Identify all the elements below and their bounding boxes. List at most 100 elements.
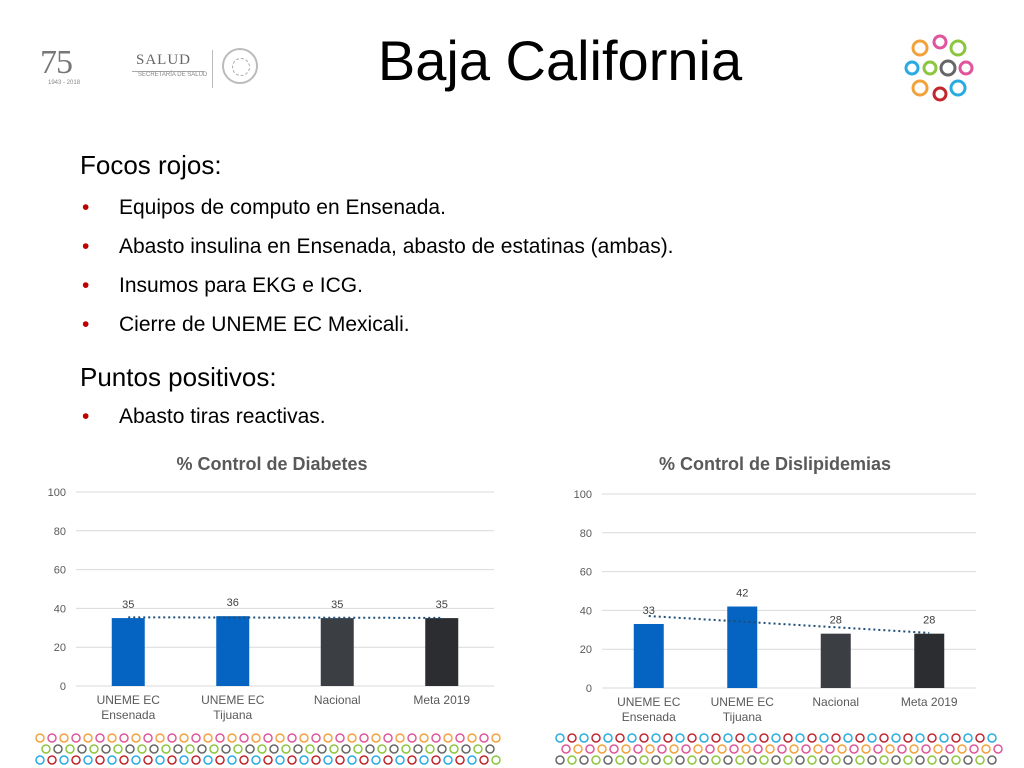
decorative-circle <box>975 755 985 765</box>
decorative-circle <box>891 733 901 743</box>
y-tick-label: 60 <box>580 567 592 579</box>
x-tick-label: UNEME EC <box>201 693 265 707</box>
trendline <box>648 615 930 634</box>
decorative-circle <box>675 755 685 765</box>
decorative-circle <box>35 733 45 743</box>
decorative-circle <box>161 744 171 754</box>
decorative-circle <box>95 733 105 743</box>
decorative-circle <box>591 733 601 743</box>
decorative-circle <box>723 755 733 765</box>
decorative-circle <box>663 733 673 743</box>
decorative-circle <box>167 733 177 743</box>
bullet-item: • Equipos de computo en Ensenada. <box>82 196 446 220</box>
decorative-circle <box>419 755 429 765</box>
decorative-circle <box>71 755 81 765</box>
decorative-circle <box>621 744 631 754</box>
decorative-circle <box>425 744 435 754</box>
decorative-circle <box>257 744 267 754</box>
decorative-circle <box>77 744 87 754</box>
decorative-circle <box>413 744 423 754</box>
decorative-circle <box>615 733 625 743</box>
decorative-circle <box>233 744 243 754</box>
x-tick-label: UNEME EC <box>97 693 161 707</box>
decorative-circle <box>615 755 625 765</box>
bar <box>820 633 851 688</box>
decorative-circle <box>873 744 883 754</box>
decorative-circle <box>561 744 571 754</box>
decorative-circle <box>603 755 613 765</box>
y-tick-label: 20 <box>580 644 592 656</box>
decorative-circle <box>407 755 417 765</box>
logo-years: 1943 - 2018 <box>48 80 81 86</box>
decorative-circle <box>137 744 147 754</box>
decorative-circle <box>371 755 381 765</box>
x-tick-label: Nacional <box>314 693 361 707</box>
decorative-circle <box>975 733 985 743</box>
logo-subtitle: SECRETARÍA DE SALUD <box>138 72 208 78</box>
decorative-circle <box>957 744 967 754</box>
chart-title: % Control de Dislipidemias <box>659 454 891 474</box>
decorative-circle <box>287 755 297 765</box>
decorative-circle <box>927 755 937 765</box>
decorative-circle <box>735 733 745 743</box>
decorative-circle <box>759 755 769 765</box>
y-tick-label: 80 <box>580 528 592 540</box>
bar <box>633 623 664 688</box>
decorative-circle <box>855 733 865 743</box>
decorative-circle <box>155 755 165 765</box>
decorative-circle <box>753 744 763 754</box>
bullet-dot: • <box>82 313 90 336</box>
decorative-circle <box>407 733 417 743</box>
decorative-circle <box>251 733 261 743</box>
decorative-circle <box>807 755 817 765</box>
decorative-circle <box>191 733 201 743</box>
decorative-circle <box>239 733 249 743</box>
decorative-circle <box>801 744 811 754</box>
decorative-circle <box>215 733 225 743</box>
bullet-dot: • <box>82 235 90 258</box>
decorative-circle <box>35 755 45 765</box>
data-label: 42 <box>736 588 748 600</box>
decorative-circle <box>831 755 841 765</box>
section-heading-focos-rojos: Focos rojos: <box>80 150 222 180</box>
decorative-circle <box>963 733 973 743</box>
decorative-circle <box>993 744 1003 754</box>
x-tick-label: Meta 2019 <box>413 693 470 707</box>
decorative-circle <box>299 733 309 743</box>
bullet-item: • Abasto tiras reactivas. <box>82 405 326 429</box>
decorative-circle <box>915 733 925 743</box>
decorative-circle <box>65 744 75 754</box>
bullet-dot: • <box>82 405 90 428</box>
decorative-circle <box>83 755 93 765</box>
decorative-circle <box>861 744 871 754</box>
decorative-circle <box>597 744 607 754</box>
decorative-circle <box>83 733 93 743</box>
decorative-circle <box>579 733 589 743</box>
decorative-circle <box>335 755 345 765</box>
dyslipidemia-control-chart: % Control de Dislipidemias 0 20 40 60 80 100 33… <box>574 454 976 724</box>
decorative-circle <box>699 755 709 765</box>
y-tick-label: 20 <box>54 642 66 654</box>
decorative-circle <box>203 755 213 765</box>
decorative-circle <box>813 744 823 754</box>
decorative-circle <box>269 744 279 754</box>
decorative-circle <box>699 733 709 743</box>
decorative-circle <box>819 755 829 765</box>
decorative-circle <box>657 744 667 754</box>
decorative-circle <box>897 744 907 754</box>
decorative-circle <box>687 755 697 765</box>
decorative-circle <box>239 755 249 765</box>
y-tick-label: 0 <box>60 681 66 693</box>
decorative-circle <box>639 755 649 765</box>
decorative-circle <box>915 755 925 765</box>
decorative-circle <box>329 744 339 754</box>
decorative-circle <box>449 744 459 754</box>
decorative-circle <box>299 755 309 765</box>
decorative-circle <box>167 755 177 765</box>
decorative-circle <box>389 744 399 754</box>
decorative-circle <box>987 733 997 743</box>
decorative-circle <box>359 755 369 765</box>
bullet-item: • Insumos para EKG e ICG. <box>82 274 363 298</box>
decorative-circle <box>179 733 189 743</box>
salud-75-logo: 75 1943 - 2018 SALUD SECRETARÍA DE SALUD <box>40 44 258 94</box>
